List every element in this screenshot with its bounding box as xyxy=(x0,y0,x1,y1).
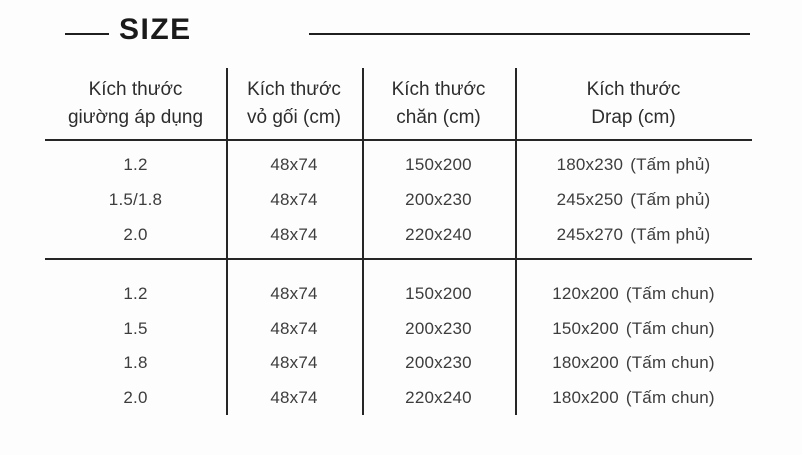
bed-size-value: 1.2 xyxy=(123,284,148,304)
header-drap-size: Kích thước Drap (cm) xyxy=(515,76,752,132)
header-blanket-size: Kích thước chăn (cm) xyxy=(362,76,515,132)
drap-size-value: 245x270 (Tấm phủ) xyxy=(515,225,752,245)
table-header: Kích thước giường áp dụng Kích thước vỏ … xyxy=(45,76,752,132)
table-row: 1.2 48x74 150x200 180x230 (Tấm phủ) xyxy=(45,147,752,182)
table-row: 1.2 48x74 150x200 120x200 (Tấm chun) xyxy=(45,277,752,312)
drap-dimensions: 150x200 xyxy=(552,318,619,338)
table-row: 2.0 48x74 220x240 245x270 (Tấm phủ) xyxy=(45,218,752,253)
column-divider-1 xyxy=(226,68,228,415)
pillow-size-value: 48x74 xyxy=(270,387,318,407)
drap-size-value: 180x200 (Tấm chun) xyxy=(515,353,752,373)
drap-size-value: 180x200 (Tấm chun) xyxy=(515,388,752,408)
drap-dimensions: 120x200 xyxy=(552,284,619,304)
title-dash-left xyxy=(65,33,109,35)
drap-size-value: 150x200 (Tấm chun) xyxy=(515,319,752,339)
size-group-tam-phu: 1.2 48x74 150x200 180x230 (Tấm phủ) 1.5/… xyxy=(45,140,752,258)
drap-type-note: (Tấm chun) xyxy=(625,387,715,407)
title-rule-right xyxy=(309,33,750,35)
pillow-size-value: 48x74 xyxy=(270,189,318,209)
blanket-size-value: 150x200 xyxy=(405,284,472,304)
table-row: 1.5 48x74 200x230 150x200 (Tấm chun) xyxy=(45,312,752,347)
drap-dimensions: 180x200 xyxy=(552,387,619,407)
pillow-size-value: 48x74 xyxy=(270,318,318,338)
drap-dimensions: 245x270 xyxy=(556,225,624,245)
header-drap-size-line2: Drap (cm) xyxy=(591,107,676,128)
pillow-size-value: 48x74 xyxy=(270,284,318,304)
column-divider-2 xyxy=(362,68,364,415)
page-title: SIZE xyxy=(119,13,192,46)
pillow-size-value: 48x74 xyxy=(270,225,318,245)
header-blanket-size-line1: Kích thước xyxy=(391,79,486,100)
table-row: 1.5/1.8 48x74 200x230 245x250 (Tấm phủ) xyxy=(45,182,752,217)
header-blanket-size-line2: chăn (cm) xyxy=(396,107,481,128)
table-row: 2.0 48x74 220x240 180x200 (Tấm chun) xyxy=(45,381,752,416)
pillow-size-value: 48x74 xyxy=(270,353,318,373)
table-row: 1.8 48x74 200x230 180x200 (Tấm chun) xyxy=(45,346,752,381)
bed-size-value: 1.5 xyxy=(123,318,148,338)
drap-dimensions: 245x250 xyxy=(556,189,624,209)
header-pillow-size-line2: vỏ gối (cm) xyxy=(247,107,341,128)
drap-type-note: (Tấm chun) xyxy=(625,353,715,373)
drap-type-note: (Tấm chun) xyxy=(625,318,715,338)
group-separator-line xyxy=(45,258,752,260)
header-bed-size: Kích thước giường áp dụng xyxy=(45,76,226,132)
blanket-size-value: 200x230 xyxy=(405,189,472,209)
pillow-size-value: 48x74 xyxy=(270,154,318,174)
blanket-size-value: 150x200 xyxy=(405,154,472,174)
drap-type-note: (Tấm phủ) xyxy=(630,225,711,245)
drap-type-note: (Tấm phủ) xyxy=(630,154,711,174)
size-group-tam-chun: 1.2 48x74 150x200 120x200 (Tấm chun) 1.5… xyxy=(45,259,752,415)
column-divider-3 xyxy=(515,68,517,415)
drap-type-note: (Tấm chun) xyxy=(625,284,715,304)
bed-size-value: 2.0 xyxy=(123,387,148,407)
bed-size-value: 2.0 xyxy=(123,225,148,245)
bed-size-value: 1.8 xyxy=(123,353,148,373)
drap-dimensions: 180x200 xyxy=(552,353,619,373)
blanket-size-value: 200x230 xyxy=(405,318,472,338)
bed-size-value: 1.2 xyxy=(123,154,148,174)
blanket-size-value: 200x230 xyxy=(405,353,472,373)
header-bed-size-line2: giường áp dụng xyxy=(67,107,204,128)
header-pillow-size-line1: Kích thước xyxy=(247,79,341,100)
drap-type-note: (Tấm phủ) xyxy=(630,189,711,209)
drap-dimensions: 180x230 xyxy=(556,154,624,174)
header-underline xyxy=(45,139,752,141)
drap-size-value: 180x230 (Tấm phủ) xyxy=(515,155,752,175)
blanket-size-value: 220x240 xyxy=(405,225,472,245)
drap-size-value: 245x250 (Tấm phủ) xyxy=(515,190,752,210)
drap-size-value: 120x200 (Tấm chun) xyxy=(515,284,752,304)
bed-size-value: 1.5/1.8 xyxy=(108,189,163,209)
header-drap-size-line1: Kích thước xyxy=(586,79,681,100)
header-bed-size-line1: Kích thước xyxy=(88,79,183,100)
blanket-size-value: 220x240 xyxy=(405,387,472,407)
header-pillow-size: Kích thước vỏ gối (cm) xyxy=(226,76,362,132)
